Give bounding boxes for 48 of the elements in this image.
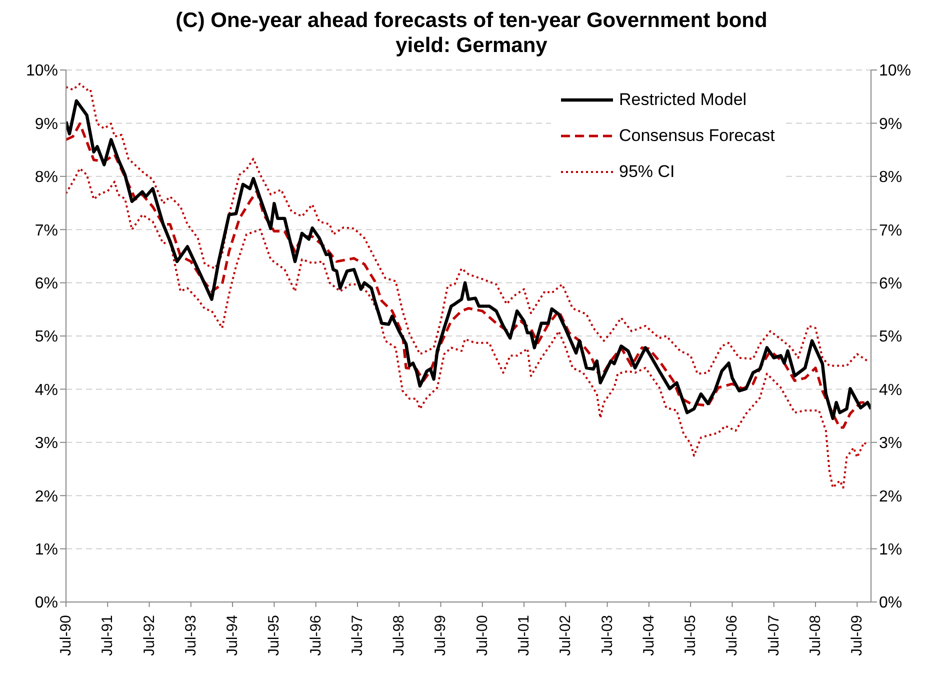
- y2-tick-label: 6%: [879, 275, 902, 292]
- x-tick-label: Jul-05: [682, 615, 700, 656]
- line-series: [66, 167, 869, 489]
- legend-label: Restricted Model: [619, 90, 747, 110]
- x-tick-label: Jul-92: [140, 615, 158, 656]
- x-tick-label: Jul-09: [848, 615, 866, 656]
- x-tick-label: Jul-03: [598, 615, 616, 656]
- x-tick-label: Jul-96: [307, 615, 324, 656]
- x-tick-label: Jul-94: [224, 615, 242, 656]
- y-tick-label: 8%: [34, 169, 58, 186]
- x-tick-label: Jul-93: [182, 615, 200, 656]
- y2-tick-label: 5%: [879, 328, 902, 346]
- chart-title: (C) One-year ahead forecasts of ten-year Government bond yield: Germany: [174, 8, 768, 58]
- x-tick-label: Jul-08: [806, 615, 824, 656]
- x-tick-label: Jul-91: [99, 615, 116, 656]
- x-tick-label: Jul-02: [557, 615, 574, 656]
- y-tick-label: 4%: [34, 382, 58, 399]
- y-tick-label: 2%: [34, 488, 58, 506]
- y2-tick-label: 1%: [879, 541, 902, 558]
- y-tick-label: 10%: [26, 62, 58, 80]
- y2-tick-label: 4%: [879, 382, 902, 399]
- y2-tick-label: 3%: [879, 435, 902, 452]
- y-tick-label: 0%: [34, 594, 58, 612]
- x-tick-label: Jul-95: [266, 615, 283, 656]
- x-tick-label: Jul-07: [765, 615, 782, 656]
- y2-tick-label: 7%: [879, 222, 902, 240]
- x-tick-label: Jul-04: [640, 615, 658, 656]
- y-tick-label: 9%: [34, 116, 58, 133]
- y2-tick-label: 9%: [879, 116, 902, 133]
- y-tick-label: 7%: [34, 222, 58, 240]
- y-tick-label: 1%: [34, 541, 58, 558]
- y-tick-label: 3%: [34, 435, 58, 452]
- x-tick-label: Jul-01: [516, 615, 533, 656]
- legend-label: Consensus Forecast: [619, 126, 775, 146]
- y2-tick-label: 2%: [879, 488, 902, 506]
- x-tick-label: Jul-06: [724, 615, 741, 656]
- y2-tick-label: 8%: [879, 169, 902, 186]
- x-tick-label: Jul-00: [474, 615, 491, 656]
- y2-tick-label: 0%: [879, 594, 902, 612]
- x-tick-label: Jul-98: [390, 615, 408, 656]
- x-tick-label: Jul-97: [348, 615, 366, 656]
- line-series: [66, 82, 869, 375]
- x-tick-label: Jul-99: [432, 615, 450, 656]
- y-tick-label: 5%: [34, 328, 58, 346]
- legend-label: 95% CI: [619, 162, 675, 182]
- x-tick-label: Jul-90: [58, 615, 74, 656]
- y-tick-label: 6%: [34, 275, 58, 292]
- y2-tick-label: 10%: [879, 62, 912, 80]
